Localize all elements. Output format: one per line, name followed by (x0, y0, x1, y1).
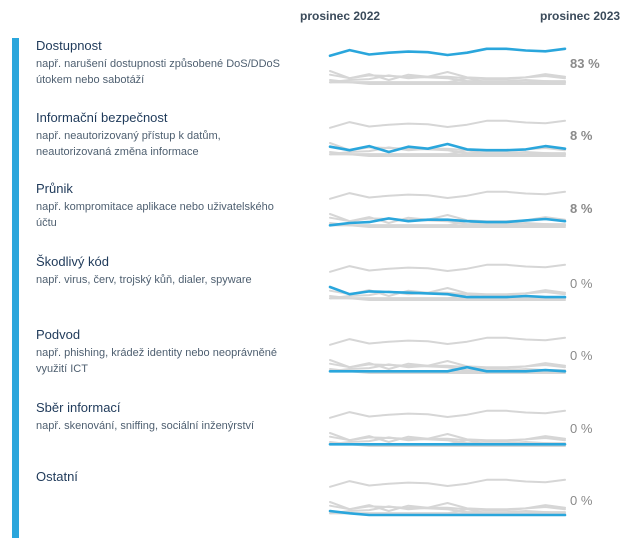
background-series-line (329, 436, 566, 446)
background-series-line (329, 368, 566, 374)
category-description: např. virus, červ, trojský kůň, dialer, … (36, 274, 252, 286)
category-row-prunik: Průnik např. kompromitace aplikace nebo … (0, 181, 638, 253)
background-series-line (329, 290, 566, 300)
sparkline-chart (328, 478, 567, 517)
background-series-line (329, 79, 566, 85)
category-description: např. skenování, sniffing, sociální inže… (36, 420, 255, 432)
category-description: např. neautorizovaný přístup k datům, ne… (36, 130, 221, 158)
category-row-ostatni: Ostatní 0 % (0, 469, 638, 541)
background-series-line (329, 478, 566, 488)
background-series-line (329, 441, 566, 447)
percentage-value: 8 % (570, 128, 593, 143)
sparkline-chart (328, 47, 567, 85)
sparkline-chart (328, 190, 567, 228)
sparkline-chart (328, 119, 567, 157)
category-description: např. narušení dostupnosti způsobené DoS… (36, 58, 280, 86)
background-series-line (329, 74, 566, 84)
percentage-value: 0 % (570, 421, 593, 436)
background-series-line (329, 501, 566, 514)
category-row-sber-informaci: Sběr informací např. skenování, sniffing… (0, 400, 638, 472)
highlighted-series-line (328, 285, 567, 299)
background-series-line (329, 151, 566, 157)
percentage-value: 0 % (570, 493, 593, 508)
category-row-dostupnost: Dostupnost např. narušení dostupnosti zp… (0, 38, 638, 110)
background-series-line (329, 505, 566, 515)
background-series-line (329, 295, 566, 301)
category-title: Podvod (36, 327, 81, 342)
highlighted-series-line (328, 509, 567, 517)
percentage-value: 8 % (570, 201, 593, 216)
period-start-label: prosinec 2022 (300, 9, 381, 23)
sparkline-chart (328, 409, 567, 447)
background-series-line (329, 363, 566, 373)
highlighted-series-line (328, 217, 567, 227)
highlighted-series-line (328, 142, 567, 154)
category-description: např. kompromitace aplikace nebo uživate… (36, 201, 274, 229)
period-end-label: prosinec 2023 (540, 9, 621, 23)
percentage-value: 0 % (570, 276, 593, 291)
background-series-line (329, 263, 566, 273)
background-series-line (329, 190, 566, 200)
sparkline-chart (328, 336, 567, 374)
background-series-line (329, 359, 566, 372)
background-series-line (329, 336, 566, 346)
percentage-value: 83 % (570, 56, 600, 71)
category-row-podvod: Podvod např. phishing, krádež identity n… (0, 327, 638, 399)
percentage-value: 0 % (570, 348, 593, 363)
sparkline-chart (328, 263, 567, 301)
background-series-line (329, 222, 566, 228)
category-title: Dostupnost (36, 38, 102, 53)
category-row-informacni-bezpecnost: Informační bezpečnost např. neautorizova… (0, 110, 638, 182)
category-title: Škodlivý kód (36, 254, 109, 269)
highlighted-series-line (328, 365, 567, 373)
category-title: Informační bezpečnost (36, 110, 168, 125)
category-row-skodlivy-kod: Škodlivý kód např. virus, červ, trojský … (0, 254, 638, 326)
background-series-line (329, 432, 566, 445)
accent-bar (12, 38, 19, 538)
category-description: např. phishing, krádež identity nebo neo… (36, 347, 277, 375)
category-title: Průnik (36, 181, 73, 196)
highlighted-series-line (328, 47, 567, 58)
category-title: Sběr informací (36, 400, 121, 415)
category-title: Ostatní (36, 469, 78, 484)
background-series-line (329, 409, 566, 419)
background-series-line (329, 70, 566, 83)
background-series-line (329, 119, 566, 129)
background-series-line (329, 213, 566, 226)
